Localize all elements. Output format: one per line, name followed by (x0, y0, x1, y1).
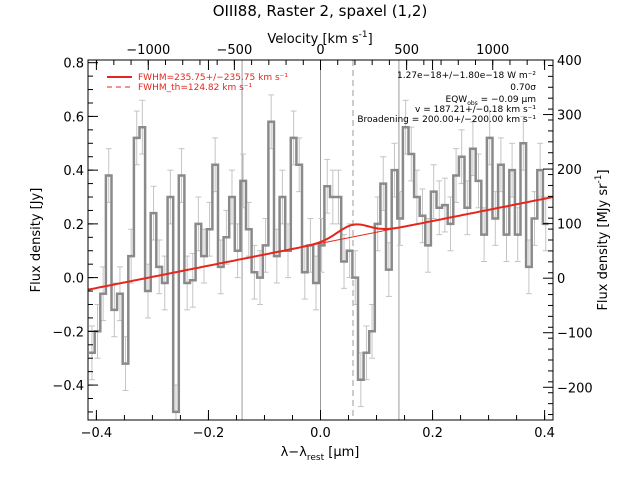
legend-entry-fwhm-th: FWHM_th=124.82 km s⁻¹ (138, 83, 253, 93)
x-axis-label: λ−λrest [μm] (281, 445, 360, 463)
annotation-eqw-main: EQW (446, 95, 468, 105)
annotation-sigma: 0.70σ (510, 83, 536, 93)
legend-entry-fwhm: FWHM=235.75+/−235.75 km s⁻¹ (138, 73, 288, 83)
top-x-tick-label: −500 (217, 43, 253, 58)
chart-title: OIII88, Raster 2, spaxel (1,2) (213, 2, 428, 20)
top-axis-label-main: Velocity [km s (267, 32, 359, 47)
x-axis-label-unit: [μm] (324, 445, 359, 460)
y-tick-label: 0.8 (63, 57, 84, 72)
y-tick-label: 0.6 (63, 110, 84, 125)
right-y-tick-label: 0 (557, 272, 565, 287)
fit-annotations: 1.27e−18+/−1.80e−18 W m⁻² 0.70σ EQWobs =… (357, 71, 536, 125)
x-axis-label-main: λ−λ (281, 445, 308, 460)
top-axis-label-exp: -1 (359, 30, 368, 40)
right-y-tick-label: 400 (557, 54, 582, 69)
y-tick-label: −0.4 (52, 379, 84, 394)
right-y-tick-label: −100 (557, 327, 593, 342)
axes-layer: −0.4 −0.2 0.0 0.2 0.4 −0.4 −0.2 0.0 0.2 0.4 0.6 0.8… (52, 43, 592, 441)
y-tick-label: 0.4 (63, 164, 84, 179)
y-axis-label-right-close: ] (596, 169, 611, 174)
y-axis-label-left: Flux density [Jy] (29, 188, 44, 293)
y-tick-label: 0.2 (63, 218, 84, 233)
y-axis-label-right-exp: -1 (594, 175, 604, 184)
legend: FWHM=235.75+/−235.75 km s⁻¹ FWHM_th=124.… (107, 73, 288, 93)
annotation-broadening: Broadening = 200.00+/−200.00 km s⁻¹ (357, 115, 536, 125)
y-axis-label-right-main: Flux density [MJy sr (596, 183, 611, 311)
top-x-tick-label: 500 (394, 43, 419, 58)
fit-curve (88, 196, 553, 291)
x-tick-label: −0.4 (81, 426, 113, 441)
plot-area (88, 60, 553, 420)
annotation-eqw: EQWobs = −0.09 μm (446, 95, 536, 107)
right-y-tick-label: 300 (557, 109, 582, 124)
x-tick-label: 0.0 (310, 426, 331, 441)
top-x-tick-label: 0 (316, 43, 324, 58)
y-tick-label: 0.0 (63, 272, 84, 287)
plot-layer (88, 60, 553, 420)
right-y-tick-label: 200 (557, 163, 582, 178)
top-axis-label: Velocity [km s-1] (267, 30, 372, 47)
x-tick-label: 0.2 (422, 426, 443, 441)
annotation-eqw-sub: obs (467, 100, 478, 107)
top-x-tick-label: 1000 (476, 43, 509, 58)
x-tick-label: −0.2 (193, 426, 225, 441)
top-x-tick-label: −1000 (126, 43, 170, 58)
annotation-eqw-value: = −0.09 μm (478, 95, 536, 105)
right-y-tick-label: −200 (557, 381, 593, 396)
y-tick-label: −0.2 (52, 325, 84, 340)
y-axis-label-right: Flux density [MJy sr-1] (594, 169, 611, 310)
x-tick-label: 0.4 (534, 426, 555, 441)
annotation-flux: 1.27e−18+/−1.80e−18 W m⁻² (397, 71, 536, 81)
annotation-velocity: v = 187.21+/−0.18 km s⁻¹ (415, 105, 536, 115)
spectrum-series (89, 120, 549, 414)
right-y-tick-label: 100 (557, 218, 582, 233)
top-axis-label-close: ] (368, 32, 373, 47)
x-axis-label-sub: rest (307, 453, 325, 463)
